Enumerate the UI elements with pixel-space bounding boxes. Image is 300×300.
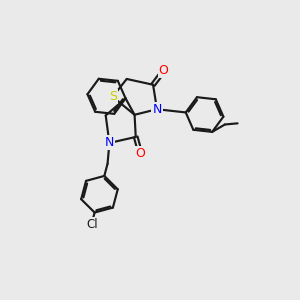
Text: N: N <box>152 103 162 116</box>
Text: O: O <box>159 64 169 77</box>
Text: Cl: Cl <box>86 218 98 231</box>
Text: N: N <box>105 136 114 149</box>
Text: S: S <box>109 90 117 103</box>
Text: O: O <box>135 147 145 160</box>
